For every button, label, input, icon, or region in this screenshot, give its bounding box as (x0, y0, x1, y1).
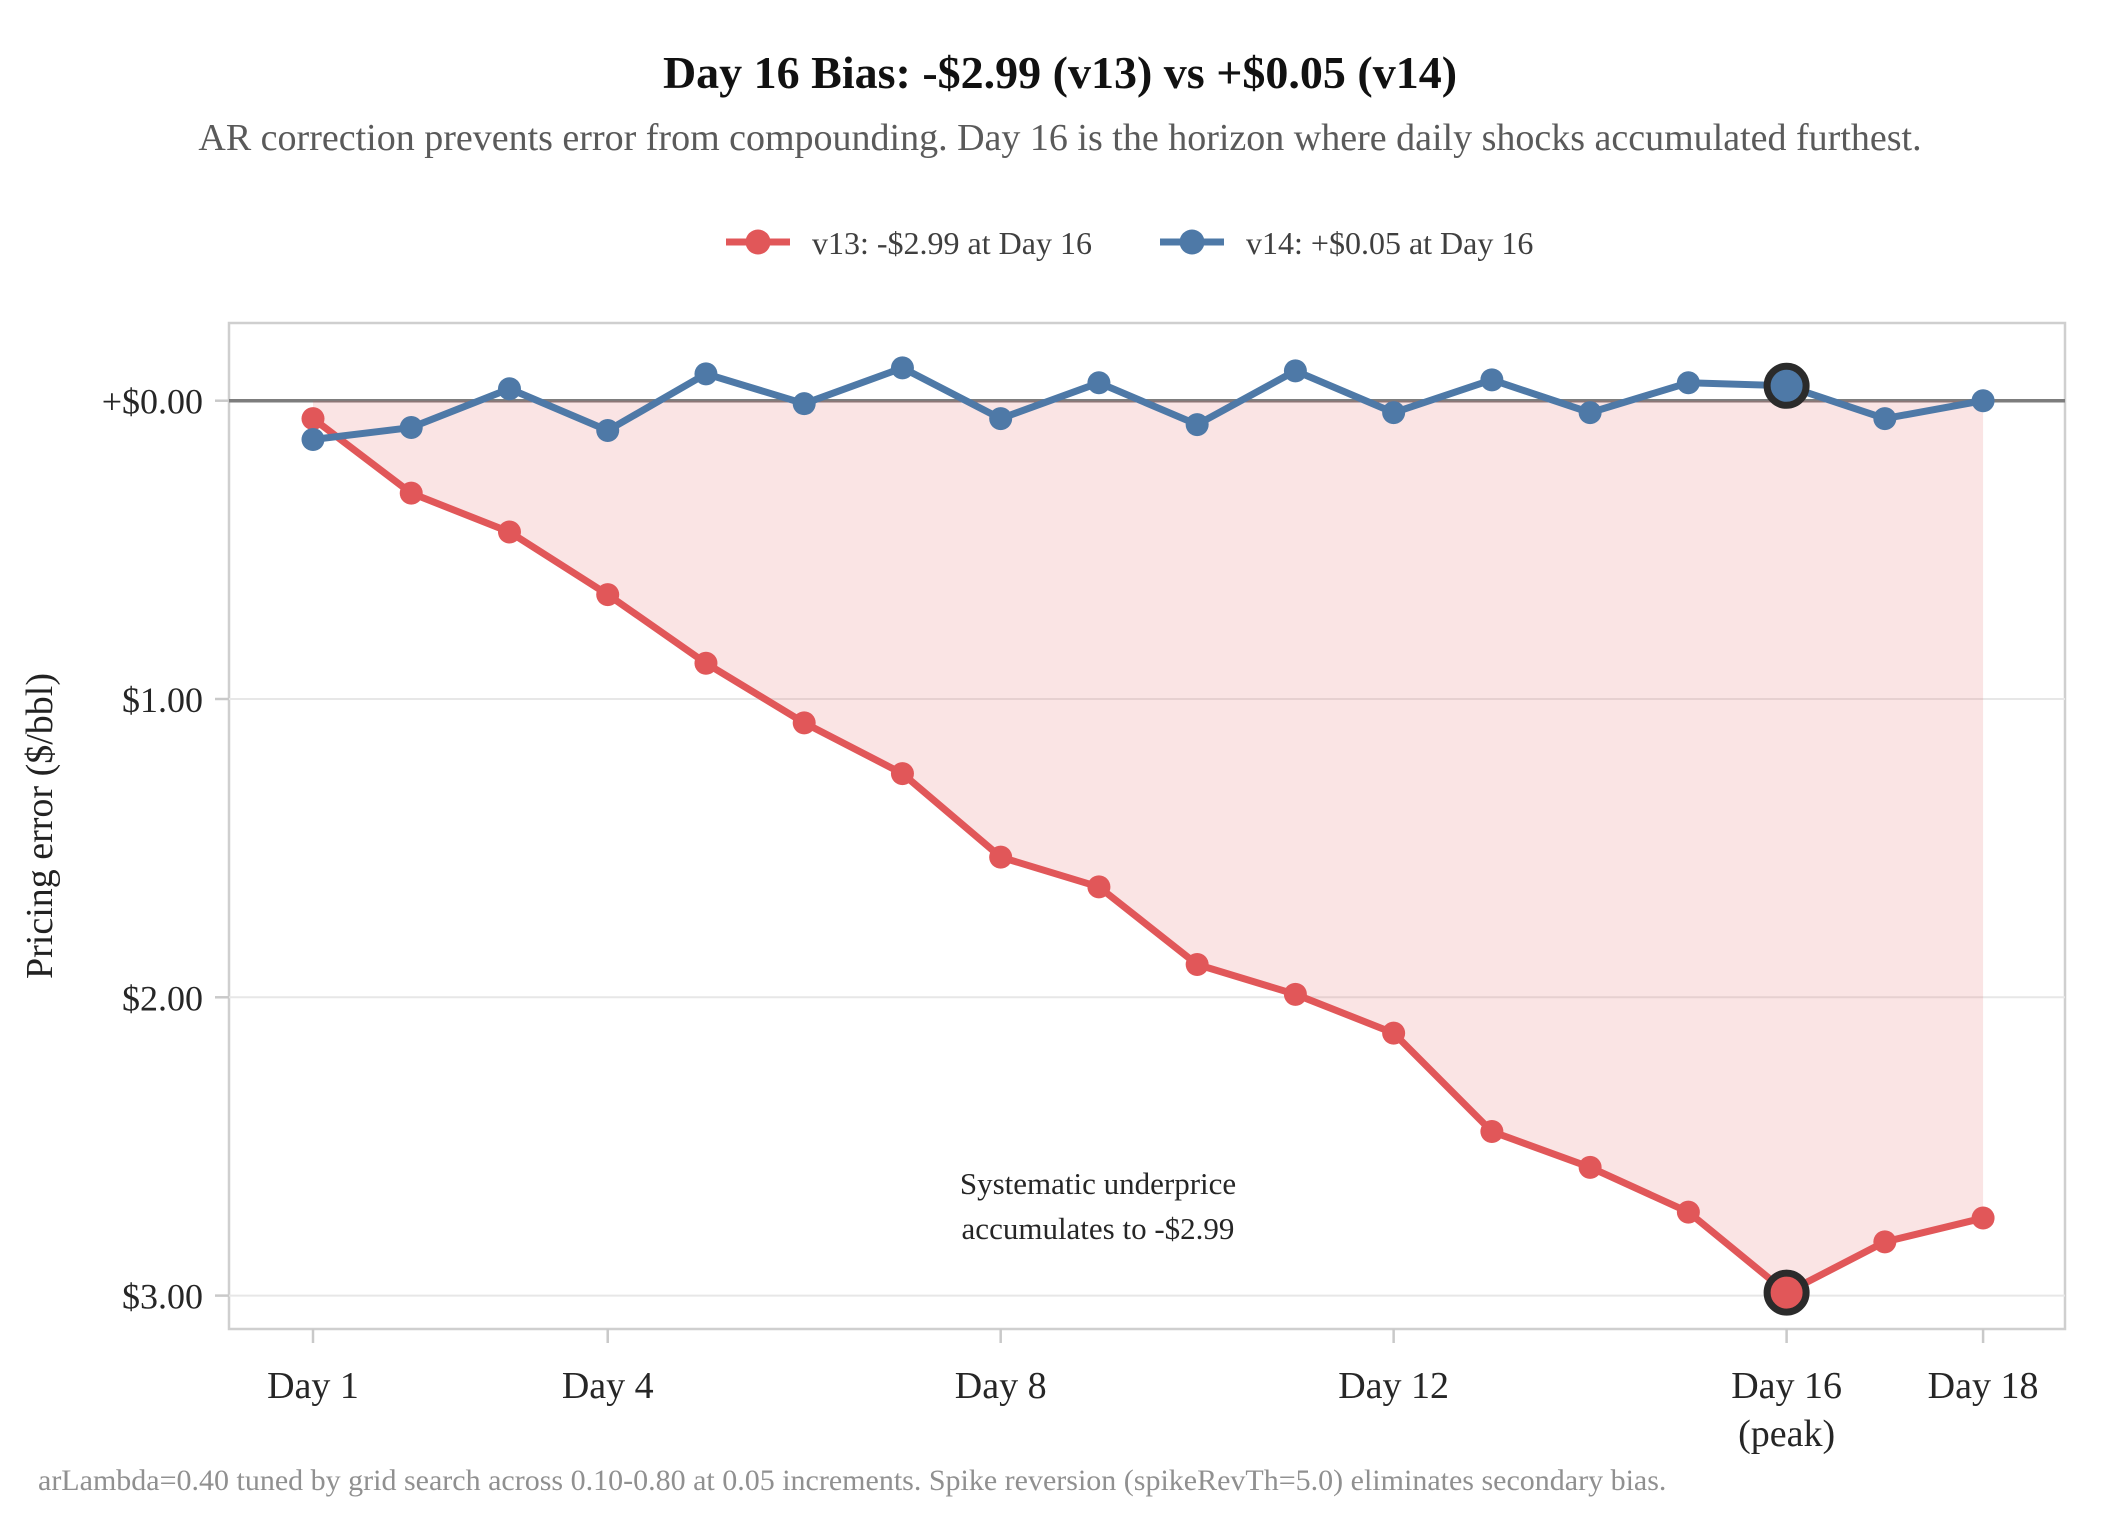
v13-point-day7 (890, 762, 914, 786)
ytick-label-0: +$0.00 (102, 382, 203, 422)
legend-label-v13: v13: -$2.99 at Day 16 (812, 225, 1092, 261)
ytick-label-3: $3.00 (122, 1277, 203, 1317)
v13-point-day17 (1873, 1230, 1897, 1254)
v14-point-day13 (1480, 368, 1504, 392)
xtick-label-day1: Day 1 (267, 1365, 359, 1407)
v13-point-day15 (1676, 1200, 1700, 1224)
tick-marks (215, 399, 1985, 1343)
v13-point-day18 (1971, 1206, 1995, 1230)
v14-point-day1 (301, 427, 325, 451)
v13-point-day6 (792, 711, 816, 735)
legend-item-v14: v14: +$0.05 at Day 16 (1160, 225, 1533, 261)
v14-point-day2 (399, 416, 423, 440)
v14-point-day14 (1578, 401, 1602, 425)
y-axis-label: Pricing error ($/bbl) (19, 673, 61, 979)
v13-point-day9 (1087, 875, 1111, 899)
v14-point-day7 (890, 356, 914, 380)
plot-area-border (227, 321, 2067, 1331)
v13-point-day2 (399, 481, 423, 505)
v13-day16-highlight-marker (1763, 1269, 1810, 1316)
y-axis-tick-labels: +$0.00 $1.00 $2.00 $3.00 (102, 382, 203, 1317)
xtick-label-day4: Day 4 (562, 1365, 654, 1407)
ytick-label-2: $2.00 (122, 978, 203, 1018)
x-axis-tick-labels: Day 1 Day 4 Day 8 Day 12 Day 16 Day 18 (… (267, 1365, 2038, 1455)
v13-legend-marker-icon (745, 229, 771, 255)
v13-point-day4 (596, 583, 620, 607)
footnote: arLambda=0.40 tuned by grid search acros… (38, 1464, 1666, 1497)
xtick-label-day12: Day 12 (1338, 1365, 1449, 1407)
v13-point-day1 (301, 407, 325, 431)
v14-point-day5 (694, 362, 718, 386)
v14-point-day6 (792, 392, 816, 416)
xtick-label-day18: Day 18 (1928, 1365, 2039, 1407)
v14-line (312, 364, 1984, 443)
v14-point-day17 (1873, 407, 1897, 431)
v13-point-day13 (1480, 1120, 1504, 1144)
annotation-line2: accumulates to -$2.99 (962, 1211, 1235, 1246)
v13-point-day8 (989, 845, 1013, 869)
v13-point-day3 (497, 520, 521, 544)
v14-point-day3 (497, 377, 521, 401)
v13-point-day10 (1185, 952, 1209, 976)
legend: v13: -$2.99 at Day 16 v14: +$0.05 at Day… (726, 225, 1533, 261)
chart-subtitle: AR correction prevents error from compou… (198, 117, 1921, 159)
v14-point-day4 (596, 419, 620, 443)
v14-point-day10 (1185, 413, 1209, 437)
v13-point-day11 (1283, 982, 1307, 1006)
v13-line (310, 415, 1984, 1297)
legend-item-v13: v13: -$2.99 at Day 16 (726, 225, 1092, 261)
v13-point-day12 (1382, 1021, 1406, 1045)
xtick-label-day16: Day 16 (1731, 1365, 1842, 1407)
v14-point-day9 (1087, 371, 1111, 395)
v14-point-day11 (1283, 359, 1307, 383)
v14-point-day8 (989, 407, 1013, 431)
annotation: Systematic underprice accumulates to -$2… (960, 1166, 1236, 1246)
v14-day16-highlight-marker (1763, 362, 1810, 409)
xtick-label-day8: Day 8 (955, 1365, 1047, 1407)
legend-label-v14: v14: +$0.05 at Day 16 (1246, 225, 1533, 261)
xtick-peak-sublabel: (peak) (1738, 1413, 1835, 1455)
v13-underprice-fill-area (313, 400, 1984, 1293)
chart-title: Day 16 Bias: -$2.99 (v13) vs +$0.05 (v14… (663, 47, 1457, 98)
v14-point-day15 (1676, 371, 1700, 395)
v14-point-day12 (1382, 401, 1406, 425)
v14-point-day18 (1971, 389, 1995, 413)
v13-point-day5 (694, 651, 718, 675)
ytick-label-1: $1.00 (122, 680, 203, 720)
v14-legend-marker-icon (1179, 229, 1205, 255)
annotation-line1: Systematic underprice (960, 1166, 1236, 1201)
v13-point-day14 (1578, 1155, 1602, 1179)
